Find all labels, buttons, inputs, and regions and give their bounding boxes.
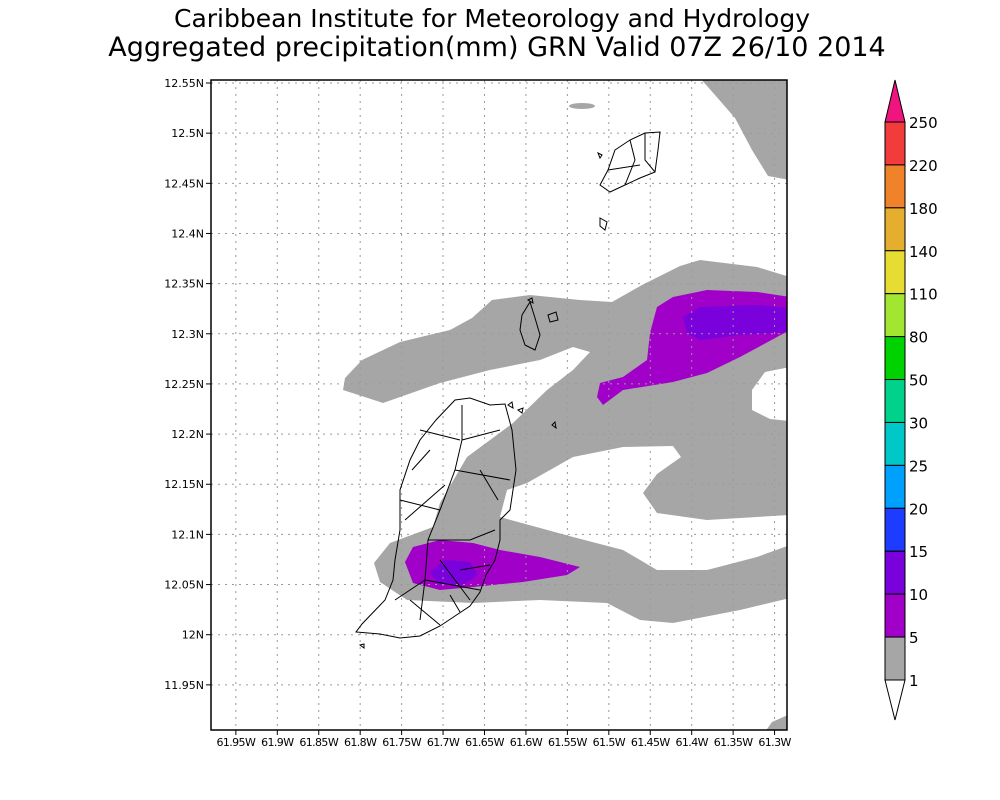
lon-tick-label: 61.5W [593, 736, 626, 749]
colorbar: 250 220 180 140 110 80 50 30 25 20 15 10 5 1 [884, 79, 938, 721]
colorbar-over-triangle [884, 79, 906, 123]
lon-tick-label: 61.65W [465, 736, 504, 749]
lat-tick-label: 12.45N [164, 177, 204, 190]
chart-subtitle: Aggregated precipitation(mm) GRN Valid 0… [108, 32, 885, 63]
colorbar-segment [884, 293, 906, 338]
lon-tick-label: 61.3W [758, 736, 791, 749]
lat-tick-label: 12.35N [164, 278, 204, 291]
lat-tick-label: 12.2N [171, 428, 204, 441]
lon-tick-label: 61.95W [216, 736, 255, 749]
lat-tick-label: 11.95N [164, 679, 204, 692]
colorbar-segment [884, 207, 906, 252]
precip-1-5mm-region [701, 80, 787, 180]
colorbar-label: 80 [909, 329, 928, 347]
lon-tick-label: 61.75W [382, 736, 421, 749]
colorbar-label: 15 [909, 543, 928, 561]
colorbar-segment [884, 550, 906, 595]
plot-frame [210, 79, 788, 731]
lat-tick-label: 12.1N [171, 528, 204, 541]
colorbar-segment [884, 250, 906, 295]
lon-tick-label: 61.35W [714, 736, 753, 749]
colorbar-label: 1 [909, 672, 919, 690]
lat-tick-label: 12N [182, 629, 204, 642]
lon-tick-label: 61.85W [299, 736, 338, 749]
lon-tick-label: 61.4W [676, 736, 709, 749]
colorbar-segment [884, 421, 906, 466]
colorbar-label: 110 [909, 286, 938, 304]
below-1mm-region [752, 367, 787, 421]
lon-tick-label: 61.45W [631, 736, 670, 749]
lat-tick-label: 12.25N [164, 378, 204, 391]
colorbar-segment [884, 121, 906, 166]
lon-tick-label: 61.8W [344, 736, 377, 749]
colorbar-segment [884, 593, 906, 638]
precip-10-15mm-region [683, 305, 787, 340]
colorbar-segment [884, 336, 906, 381]
colorbar-label: 140 [909, 243, 938, 261]
colorbar-segment [884, 636, 906, 681]
colorbar-label: 250 [909, 114, 938, 132]
colorbar-label: 180 [909, 200, 938, 218]
colorbar-label: 50 [909, 372, 928, 390]
below-1mm-region [500, 446, 787, 570]
lat-tick-label: 12.4N [171, 227, 204, 240]
precip-10-15mm-region [430, 560, 478, 585]
lon-tick-label: 61.55W [548, 736, 587, 749]
carriacou-island [358, 131, 661, 649]
longitude-axis: 61.95W 61.9W 61.85W 61.8W 61.75W 61.7W 61.65W 6… [216, 730, 792, 749]
chart-title: Caribbean Institute for Meteorology and … [174, 4, 810, 33]
colorbar-segment [884, 464, 906, 509]
lat-tick-label: 12.05N [164, 579, 204, 592]
precipitation-field [211, 80, 787, 730]
colorbar-segment [884, 164, 906, 209]
lat-tick-label: 12.55N [164, 77, 204, 90]
grenada-island [355, 397, 517, 639]
colorbar-label: 20 [909, 500, 928, 518]
colorbar-label: 30 [909, 414, 928, 432]
gridlines [211, 80, 787, 730]
colorbar-label: 25 [909, 457, 928, 475]
colorbar-under-triangle [884, 679, 906, 721]
colorbar-label: 5 [909, 629, 919, 647]
lat-tick-label: 12.5N [171, 127, 204, 140]
precip-1-5mm-region [569, 103, 595, 109]
lon-tick-label: 61.7W [427, 736, 460, 749]
colorbar-label: 10 [909, 586, 928, 604]
lat-tick-label: 12.3N [171, 328, 204, 341]
lon-tick-label: 61.6W [510, 736, 543, 749]
lon-tick-label: 61.9W [261, 736, 294, 749]
precip-1-5mm-region [766, 715, 787, 730]
lat-tick-label: 12.15N [164, 478, 204, 491]
colorbar-segment [884, 379, 906, 423]
latitude-axis: 12.55N 12.5N 12.45N 12.4N 12.35N 12.3N 12.25N 1… [164, 77, 211, 692]
colorbar-segment [884, 507, 906, 552]
colorbar-label: 220 [909, 157, 938, 175]
